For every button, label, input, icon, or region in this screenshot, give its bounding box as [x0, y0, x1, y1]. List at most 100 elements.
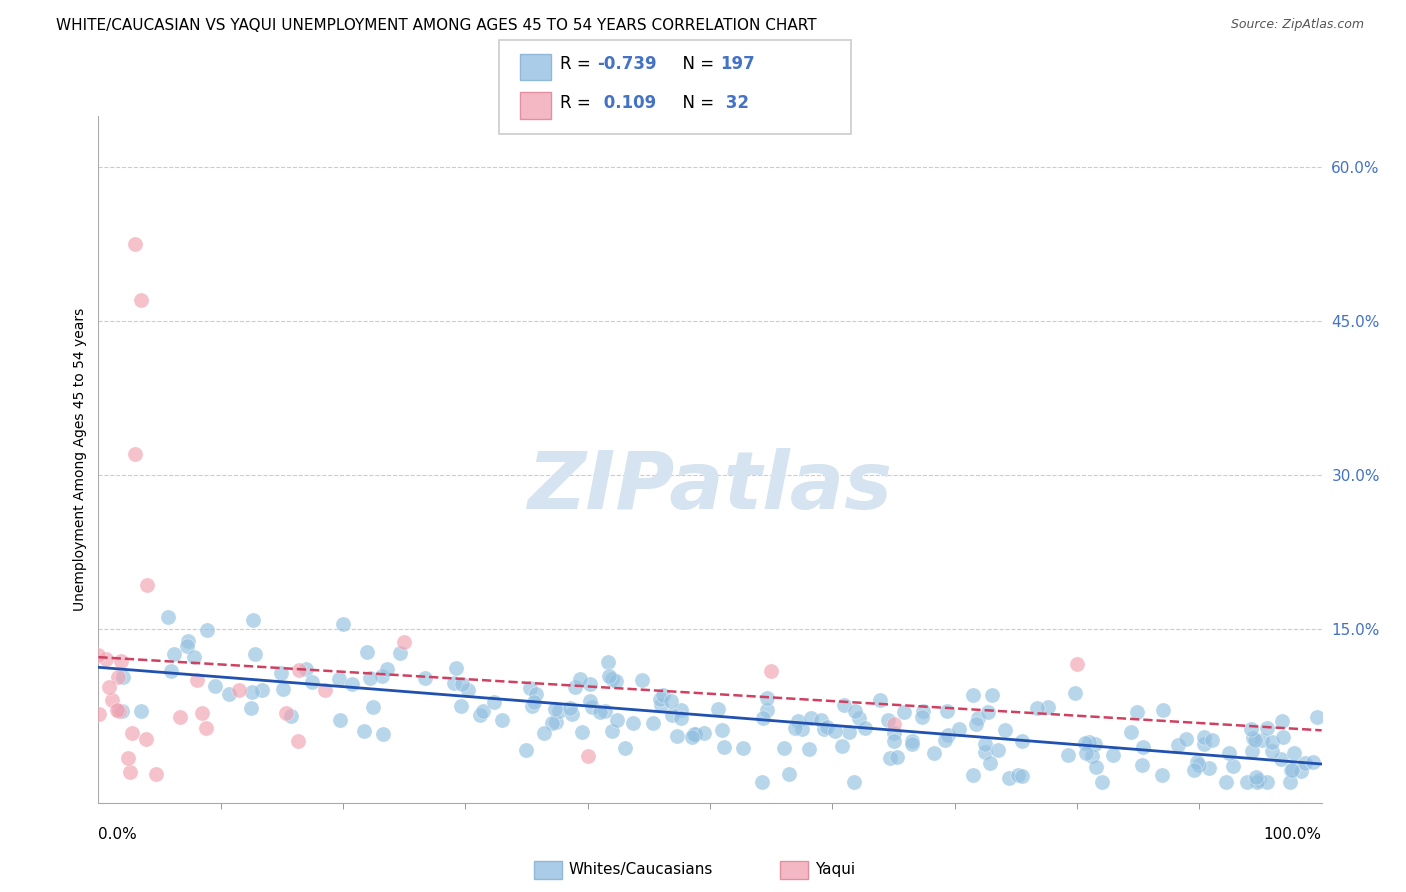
Point	[135, 578, 157, 592]
Point	[520, 699, 543, 714]
Point	[593, 705, 616, 719]
Point	[681, 731, 703, 745]
Y-axis label: Unemployment Among Ages 45 to 54 years: Unemployment Among Ages 45 to 54 years	[73, 308, 87, 611]
Point	[936, 728, 959, 742]
Point	[1182, 763, 1205, 777]
Point	[444, 661, 467, 675]
Point	[373, 727, 395, 741]
Point	[524, 687, 547, 701]
Point	[94, 652, 117, 666]
Point	[332, 616, 354, 631]
Point	[124, 237, 146, 252]
Point	[1279, 763, 1302, 777]
Point	[1152, 768, 1174, 782]
Point	[755, 691, 778, 706]
Point	[848, 711, 870, 725]
Point	[87, 648, 110, 663]
Text: 0.109: 0.109	[598, 94, 655, 112]
Point	[853, 721, 876, 735]
Point	[948, 722, 970, 736]
Point	[752, 711, 775, 725]
Point	[751, 775, 773, 789]
Point	[1244, 770, 1267, 784]
Point	[183, 649, 205, 664]
Point	[145, 767, 167, 781]
Point	[661, 694, 683, 708]
Text: Whites/Caucasians: Whites/Caucasians	[568, 863, 713, 877]
Point	[1306, 710, 1329, 724]
Point	[838, 724, 860, 739]
Point	[600, 723, 623, 738]
Point	[544, 702, 567, 716]
Point	[1270, 751, 1292, 765]
Point	[314, 682, 336, 697]
Point	[1188, 757, 1211, 772]
Point	[243, 647, 266, 661]
Point	[240, 701, 263, 715]
Point	[1074, 735, 1097, 749]
Point	[156, 610, 179, 624]
Point	[787, 714, 810, 728]
Point	[911, 709, 934, 723]
Point	[274, 706, 297, 720]
Point	[1271, 714, 1294, 729]
Point	[240, 685, 263, 699]
Point	[301, 675, 323, 690]
Point	[472, 704, 495, 718]
Point	[773, 740, 796, 755]
Point	[328, 672, 350, 686]
Point	[191, 706, 214, 720]
Point	[118, 765, 141, 780]
Point	[979, 756, 1001, 770]
Point	[911, 705, 934, 719]
Text: 32: 32	[720, 94, 749, 112]
Point	[790, 722, 813, 736]
Point	[1007, 768, 1029, 782]
Point	[844, 775, 866, 789]
Point	[110, 654, 132, 668]
Point	[893, 705, 915, 719]
Point	[661, 707, 683, 722]
Point	[1077, 735, 1099, 749]
Point	[877, 713, 900, 727]
Point	[1294, 756, 1316, 770]
Point	[558, 700, 581, 714]
Point	[105, 703, 128, 717]
Point	[886, 749, 908, 764]
Point	[879, 751, 901, 765]
Point	[987, 743, 1010, 757]
Point	[1056, 748, 1078, 763]
Text: 197: 197	[720, 55, 755, 73]
Point	[998, 772, 1021, 786]
Point	[1247, 772, 1270, 787]
Point	[491, 714, 513, 728]
Point	[1302, 755, 1324, 769]
Point	[981, 688, 1004, 702]
Point	[1218, 746, 1240, 760]
Point	[936, 704, 959, 718]
Point	[815, 721, 838, 735]
Point	[280, 708, 302, 723]
Point	[571, 725, 593, 739]
Point	[650, 692, 672, 706]
Text: 100.0%: 100.0%	[1264, 827, 1322, 841]
Point	[443, 676, 465, 690]
Point	[1236, 775, 1258, 789]
Text: WHITE/CAUCASIAN VS YAQUI UNEMPLOYMENT AMONG AGES 45 TO 54 YEARS CORRELATION CHAR: WHITE/CAUCASIAN VS YAQUI UNEMPLOYMENT AM…	[56, 18, 817, 33]
Point	[713, 740, 735, 755]
Point	[295, 662, 318, 676]
Point	[186, 673, 208, 687]
Point	[756, 703, 779, 717]
Point	[342, 677, 364, 691]
Point	[519, 681, 541, 696]
Point	[129, 293, 152, 308]
Text: R =: R =	[560, 94, 596, 112]
Point	[482, 695, 505, 709]
Point	[810, 714, 832, 728]
Point	[359, 671, 381, 685]
Point	[606, 713, 628, 727]
Point	[111, 705, 134, 719]
Point	[974, 737, 997, 751]
Text: N =: N =	[672, 55, 720, 73]
Point	[270, 666, 292, 681]
